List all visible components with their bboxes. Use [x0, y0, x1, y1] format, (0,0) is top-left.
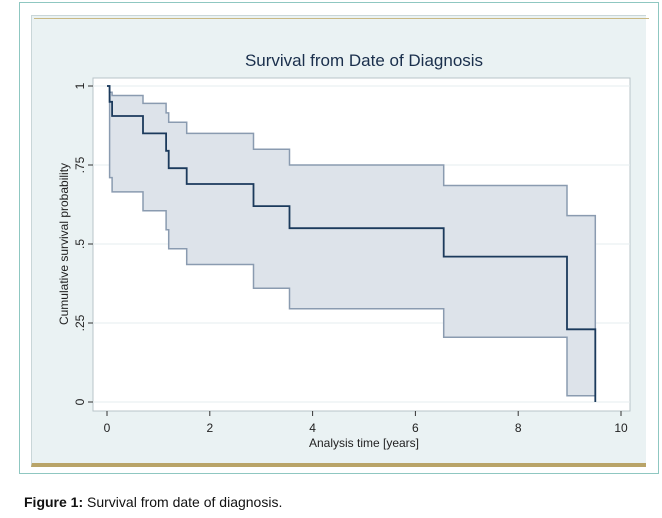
x-tick-label: 10 [614, 421, 628, 435]
y-tick-label: 1 [73, 82, 87, 89]
x-tick-label: 4 [309, 421, 316, 435]
y-tick-label: .25 [73, 314, 87, 331]
caption-text: Survival from date of diagnosis. [87, 494, 283, 510]
x-axis-label: Analysis time [years] [309, 436, 419, 450]
figure-caption: Figure 1: Survival from date of diagnosi… [24, 494, 282, 510]
confidence-band-layer [107, 85, 597, 397]
confidence-band-lower [107, 85, 596, 397]
confidence-band-fill [107, 86, 596, 396]
caption-label: Figure 1: [24, 494, 84, 510]
y-axis-label: Cumulative survival probability [57, 163, 71, 325]
survival-curve [107, 85, 597, 402]
y-tick-label: .75 [73, 156, 87, 173]
x-tick-label: 8 [515, 421, 522, 435]
x-tick-label: 6 [412, 421, 419, 435]
y-tick-label: 0 [73, 398, 87, 405]
x-tick-label: 0 [104, 421, 111, 435]
confidence-band-upper [107, 85, 597, 396]
x-tick-label: 2 [206, 421, 213, 435]
axes: 0 2 4 6 8 10 0 .25 .5 .75 1 [73, 82, 628, 435]
y-tick-label: .5 [73, 239, 87, 249]
panel-top-line [34, 18, 649, 19]
survival-line-layer [107, 85, 597, 402]
chart-title: Survival from Date of Diagnosis [245, 51, 483, 70]
